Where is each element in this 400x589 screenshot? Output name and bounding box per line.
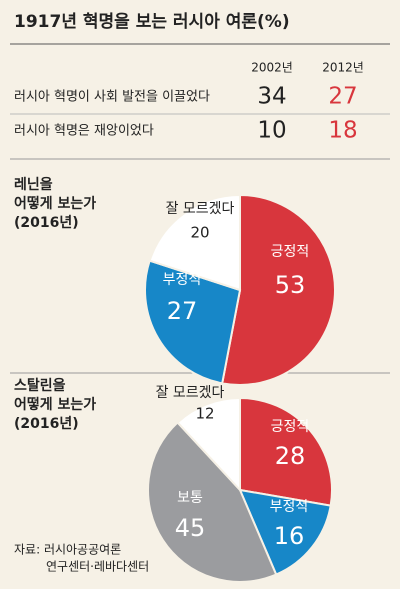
slice-value: 28 bbox=[275, 442, 306, 470]
slice-label: 잘 모르겠다 bbox=[166, 201, 235, 217]
pie-slice bbox=[144, 259, 242, 385]
source: 자료: 러시아공공여론 bbox=[14, 543, 121, 557]
slice-label: 보통 bbox=[177, 490, 203, 506]
slice-value: 12 bbox=[195, 405, 214, 423]
cell: 18 bbox=[328, 118, 357, 144]
slice-label: 부정적 bbox=[270, 499, 309, 515]
slice-label: 부정적 bbox=[163, 272, 202, 288]
row-label: 러시아 혁명이 사회 발전을 이끌었다 bbox=[14, 90, 210, 105]
slice-value: 16 bbox=[274, 522, 305, 550]
pie-slice bbox=[221, 193, 336, 386]
row-label: 러시아 혁명은 재앙이었다 bbox=[14, 124, 154, 139]
column-header: 2002년 bbox=[251, 61, 293, 75]
chart-title: (2016년) bbox=[14, 215, 79, 231]
chart-title: 레닌을 bbox=[14, 177, 53, 193]
source: 연구센터·레바다센터 bbox=[46, 560, 149, 574]
cell: 34 bbox=[257, 84, 286, 110]
slice-label: 긍정적 bbox=[271, 419, 310, 435]
column-header: 2012년 bbox=[322, 61, 364, 75]
slice-value: 53 bbox=[275, 271, 306, 299]
cell: 10 bbox=[257, 118, 286, 144]
pie-slice bbox=[176, 396, 241, 493]
chart-title: (2016년) bbox=[14, 416, 79, 432]
pie-slice bbox=[148, 193, 241, 292]
slice-label: 잘 모르겠다 bbox=[156, 385, 225, 401]
chart-title: 어떻게 보는가 bbox=[14, 195, 96, 212]
chart-title: 어떻게 보는가 bbox=[14, 396, 96, 413]
pie-slice bbox=[239, 396, 333, 507]
title: 1917년 혁명을 보는 러시아 여론(%) bbox=[14, 11, 290, 32]
slice-value: 27 bbox=[167, 297, 198, 325]
cell: 27 bbox=[328, 84, 357, 110]
chart-title: 스탈린을 bbox=[14, 377, 66, 394]
pie-slice bbox=[238, 488, 332, 576]
pie-slice bbox=[147, 421, 278, 583]
slice-value: 45 bbox=[175, 514, 206, 542]
slice-value: 20 bbox=[190, 224, 209, 242]
slice-label: 긍정적 bbox=[271, 244, 310, 260]
